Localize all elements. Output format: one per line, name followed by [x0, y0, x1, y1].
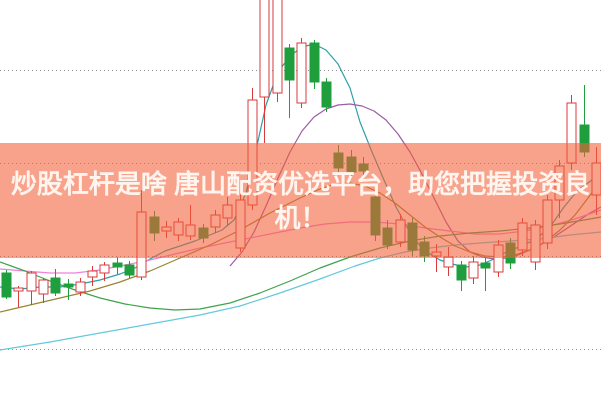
candlestick: [13, 287, 24, 292]
candlestick: [259, 0, 270, 98]
candlestick: [124, 264, 135, 276]
candlestick: [296, 42, 307, 104]
candlestick: [468, 261, 479, 279]
candlestick: [112, 262, 123, 268]
ad-banner[interactable]: 炒股杠杆是啥 唐山配资优选平台，助您把握投资良 机！: [0, 143, 601, 258]
candlestick: [38, 279, 49, 295]
ad-text-line2: 机！: [274, 202, 327, 233]
candlestick: [63, 283, 74, 288]
ad-text-line1: 炒股杠杆是啥 唐山配资优选平台，助您把握投资良: [10, 168, 591, 199]
candlestick: [321, 81, 332, 108]
candlestick: [284, 47, 295, 81]
candlestick: [99, 264, 110, 274]
candlestick: [26, 272, 37, 292]
candlestick: [480, 262, 491, 269]
candlestick: [272, 0, 283, 94]
candlestick: [309, 42, 320, 83]
candlestick: [50, 277, 61, 294]
candlestick: [443, 256, 454, 268]
candlestick: [1, 272, 12, 298]
candlestick: [75, 281, 86, 293]
candlestick: [456, 264, 467, 281]
candlestick: [87, 270, 98, 278]
